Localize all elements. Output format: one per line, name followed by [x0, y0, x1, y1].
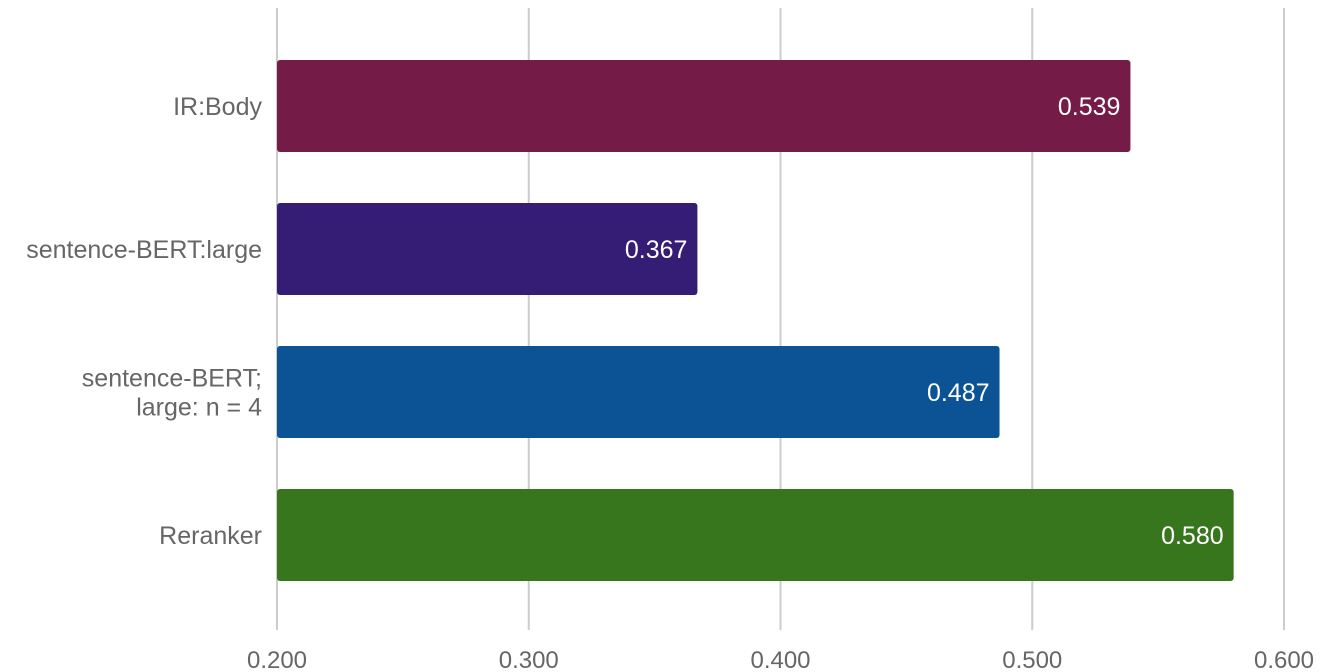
category-labels: IR:Body sentence-BERT:large sentence-BERT;…	[26, 93, 262, 550]
value-label-2: 0.487	[927, 379, 990, 407]
bar-1	[277, 203, 698, 295]
bars: 0.539 0.367 0.487 0.580	[277, 60, 1234, 581]
category-label-0: IR:Body	[173, 93, 262, 121]
x-tick-label-1: 0.300	[499, 647, 559, 672]
value-label-3: 0.580	[1161, 522, 1224, 550]
x-tick-label-0: 0.200	[247, 647, 307, 672]
x-tick-label-4: 0.600	[1254, 647, 1314, 672]
x-axis-ticks: 0.200 0.300 0.400 0.500 0.600	[247, 647, 1314, 672]
value-label-1: 0.367	[625, 236, 688, 264]
bar-3	[277, 489, 1234, 581]
x-tick-label-2: 0.400	[750, 647, 810, 672]
category-label-3: Reranker	[159, 522, 262, 550]
category-label-2-line-1: large: n = 4	[136, 394, 262, 422]
category-label-2-line-0: sentence-BERT;	[82, 365, 262, 393]
bar-2	[277, 346, 1000, 438]
x-tick-label-3: 0.500	[1002, 647, 1062, 672]
category-label-1: sentence-BERT:large	[26, 236, 262, 264]
bar-0	[277, 60, 1131, 152]
value-label-0: 0.539	[1058, 93, 1121, 121]
